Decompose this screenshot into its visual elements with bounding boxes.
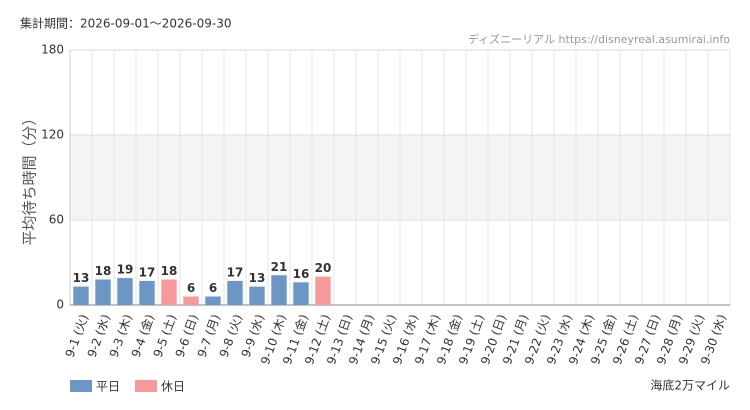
data-label: 6 <box>209 281 217 295</box>
y-tick-label: 180 <box>41 43 64 57</box>
data-label: 13 <box>249 271 266 285</box>
y-tick-label: 0 <box>56 298 64 312</box>
data-label: 19 <box>117 263 134 277</box>
bar <box>95 279 111 305</box>
data-label: 17 <box>227 265 244 279</box>
chart-title: 集計期間：2026-09-01～2026-09-30 <box>20 16 231 31</box>
bar <box>271 275 287 305</box>
data-label: 18 <box>95 264 112 278</box>
bar <box>183 296 199 305</box>
y-axis-label: 平均待ち時間（分） <box>21 110 39 245</box>
source: ディズニーリアル https://disneyreal.asumirai.inf… <box>468 32 730 46</box>
bar <box>117 278 133 305</box>
data-label: 6 <box>187 281 195 295</box>
bar <box>293 282 309 305</box>
legend-label: 休日 <box>161 380 185 394</box>
data-label: 13 <box>73 271 90 285</box>
legend-label: 平日 <box>96 380 120 394</box>
bar <box>161 279 177 305</box>
bar <box>73 286 89 305</box>
y-tick-label: 60 <box>49 213 64 227</box>
bar <box>139 280 155 305</box>
bar <box>249 286 265 305</box>
data-label: 16 <box>293 267 310 281</box>
data-label: 18 <box>161 264 178 278</box>
y-tick-label: 120 <box>41 128 64 142</box>
bar <box>315 276 331 305</box>
data-label: 21 <box>271 260 288 274</box>
legend-swatch <box>135 380 157 392</box>
attraction: 海底2万マイル <box>650 378 730 393</box>
data-label: 20 <box>315 261 332 275</box>
data-label: 17 <box>139 265 156 279</box>
legend-swatch <box>70 380 92 392</box>
bar <box>227 280 243 305</box>
bar <box>205 296 221 305</box>
